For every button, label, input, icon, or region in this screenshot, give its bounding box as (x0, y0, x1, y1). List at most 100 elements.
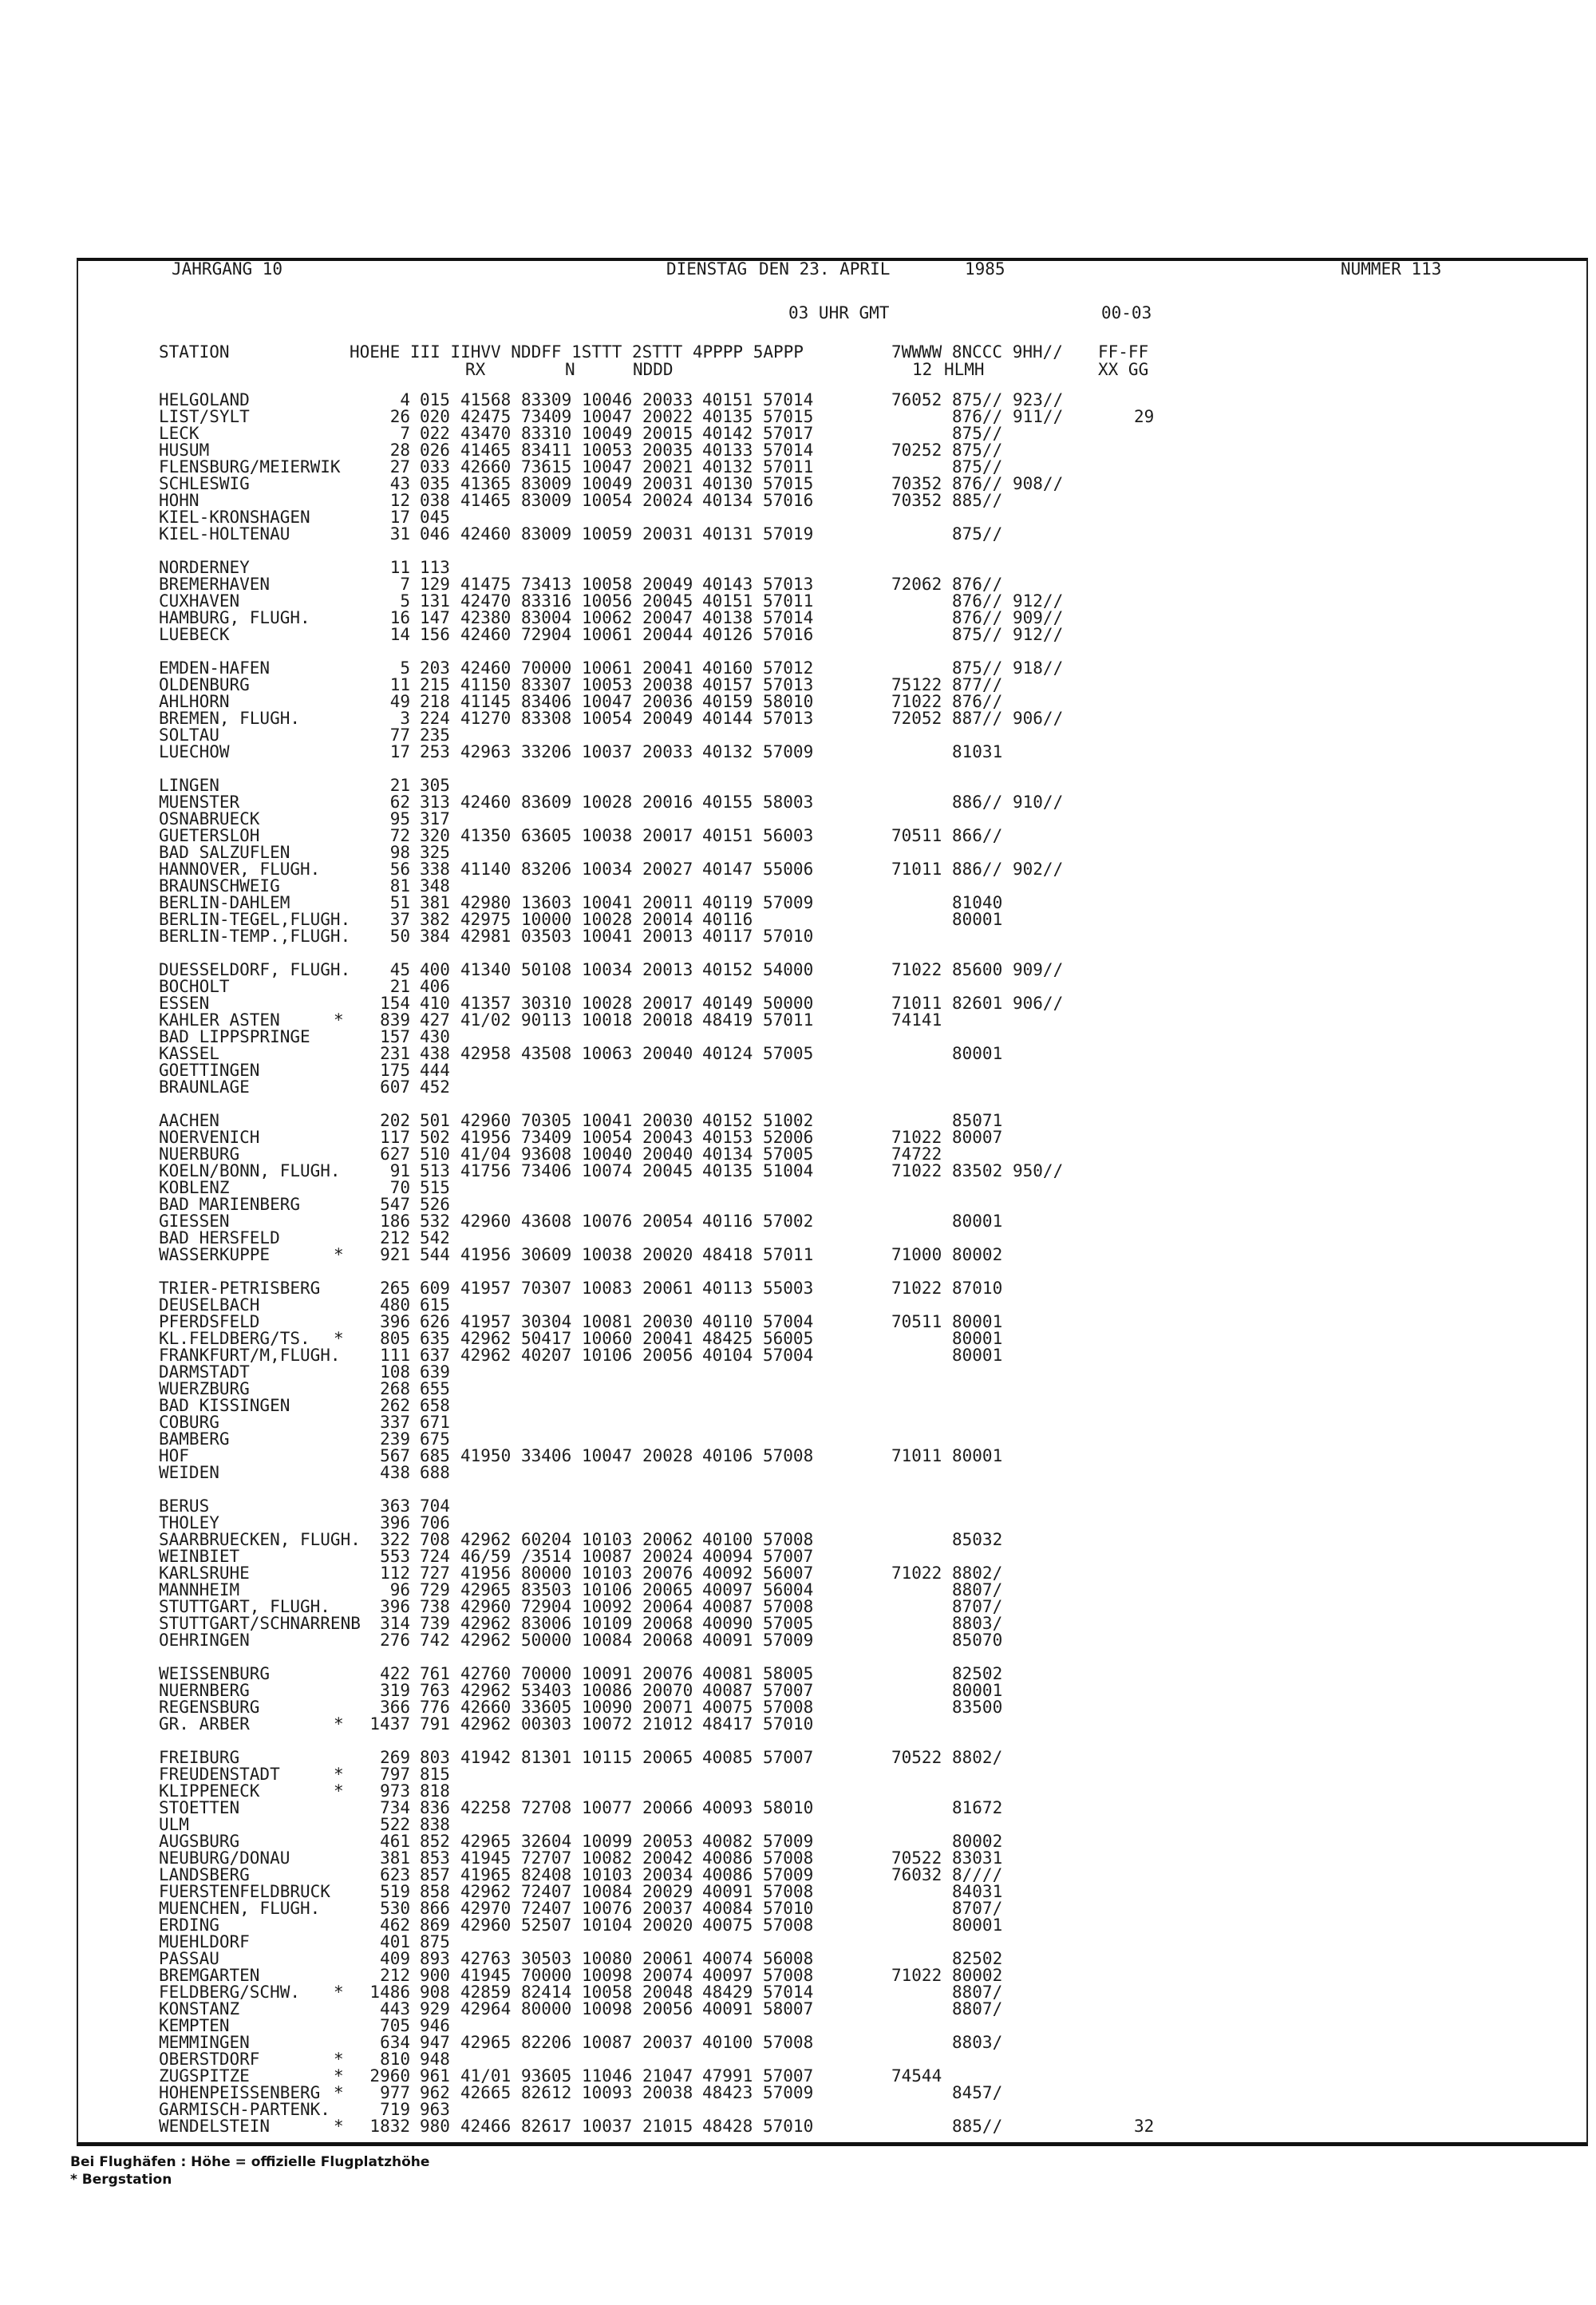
station-index: 866 (420, 1899, 450, 1918)
station-name: HOHN (159, 491, 200, 510)
synop-group: 20038 (642, 675, 693, 694)
table-row: FREIBURG 269 803 41942 81301 10115 20065 40085 5… (0, 1750, 1596, 1766)
synop-group: 10028 (582, 994, 633, 1013)
station-height: 1486 (369, 1983, 410, 2002)
station-name: KIEL-KRONSHAGEN (159, 508, 310, 527)
table-row: DUESSELDORF, FLUGH. 45 400 41340 50108 10034 2… (0, 962, 1596, 979)
group-8nccc: 80002 (952, 1966, 1003, 1985)
synop-group: 41956 (460, 1128, 512, 1147)
table-row: PASSAU 409 893 42763 30503 10080 20061 40074 560… (0, 1951, 1596, 1967)
synop-group: 10049 (582, 474, 633, 493)
station-name: BREMERHAVEN (159, 575, 271, 594)
group-7wwww: 71011 (891, 860, 942, 879)
station-name: BOCHOLT (159, 977, 230, 996)
synop-group: 20056 (642, 1346, 693, 1365)
synop-group: 57013 (763, 675, 814, 694)
synop-group: 56007 (763, 1564, 814, 1583)
synop-group: 83308 (521, 709, 572, 728)
synop-group: 41145 (460, 692, 512, 711)
station-height: 567 (380, 1446, 410, 1465)
synop-group: 40135 (702, 407, 753, 426)
synop-group: 40207 (521, 1346, 572, 1365)
synop-group: 73406 (521, 1161, 572, 1180)
table-row: BREMERHAVEN 7 129 41475 73413 10058 20049 40143… (0, 576, 1596, 593)
table-row: MANNHEIM 96 729 42965 83503 10106 20065 40097 56… (0, 1582, 1596, 1599)
synop-group: 54000 (763, 960, 814, 979)
synop-group: 21047 (642, 2066, 693, 2086)
synop-group: 40151 (702, 826, 753, 845)
station-name: WASSERKUPPE (159, 1245, 271, 1264)
station-name: WEISSENBURG (159, 1664, 271, 1683)
station-height: 17 (389, 742, 410, 761)
synop-group: 42460 (460, 625, 512, 644)
synop-group: 10034 (582, 860, 633, 879)
synop-group: 20043 (642, 1128, 693, 1147)
group-8nccc: 80001 (952, 1044, 1003, 1063)
table-row: PFERDSFELD 396 626 41957 30304 10081 20030 4011… (0, 1314, 1596, 1330)
station-name: HAMBURG, FLUGH. (159, 608, 310, 627)
station-index: 444 (420, 1061, 450, 1080)
table-row: SOLTAU 77 235 (0, 727, 1596, 744)
synop-group: 41956 (460, 1564, 512, 1583)
synop-group: 57008 (763, 1916, 814, 1935)
synop-group: 55003 (763, 1279, 814, 1298)
group-8nccc: 82502 (952, 1664, 1003, 1683)
station-name: TRIER-PETRISBERG (159, 1279, 321, 1298)
station-index: 224 (420, 709, 450, 728)
synop-group: 20036 (642, 692, 693, 711)
synop-group: 83503 (521, 1580, 572, 1599)
synop-group: 57011 (763, 1245, 814, 1264)
table-row: MUENCHEN, FLUGH. 530 866 42970 72407 10076 200… (0, 1900, 1596, 1917)
station-height: 4 (400, 390, 410, 409)
station-index: 706 (420, 1513, 450, 1532)
synop-group: 40082 (702, 1832, 753, 1851)
synop-group: 40142 (702, 424, 753, 443)
table-row: KARLSRUHE 112 727 41956 80000 10103 20076 40092… (0, 1565, 1596, 1582)
station-name: GOETTINGEN (159, 1061, 260, 1080)
table-row: WEINBIET 553 724 46/59/3514 10087 20024 40094 5… (0, 1548, 1596, 1565)
station-name: FLENSBURG/MEIERWIK (159, 457, 341, 476)
synop-group: 20030 (642, 1111, 693, 1130)
group-8nccc: 876// (952, 575, 1003, 594)
table-row: WASSERKUPPE * 921 544 41956 30609 10038 20020 48… (0, 1247, 1596, 1263)
station-index: 235 (420, 726, 450, 745)
synop-group: 83406 (521, 692, 572, 711)
table-row: KL.FELDBERG/TS. * 805 635 42962 50417 10060 200… (0, 1330, 1596, 1347)
synop-group: 57010 (763, 2117, 814, 2136)
station-index: 410 (420, 994, 450, 1013)
station-height: 319 (380, 1681, 410, 1700)
station-name: DUESSELDORF, FLUGH. (159, 960, 351, 979)
station-index: 384 (420, 927, 450, 946)
station-height: 805 (380, 1329, 410, 1348)
synop-group: 40104 (702, 1346, 753, 1365)
synop-group: 52507 (521, 1916, 572, 1935)
station-height: 3 (400, 709, 410, 728)
station-height: 519 (380, 1882, 410, 1901)
table-row: BRAUNSCHWEIG 81 348 (0, 878, 1596, 895)
synop-group: 10093 (582, 2083, 633, 2102)
station-height: 322 (380, 1530, 410, 1549)
table-row: OBERSTDORF * 810 948 (0, 2051, 1596, 2068)
synop-group: 50108 (521, 960, 572, 979)
synop-group: 58005 (763, 1664, 814, 1683)
table-row: BRAUNLAGE 607 452 (0, 1079, 1596, 1096)
station-height: 154 (380, 994, 410, 1013)
synop-group: 20020 (642, 1916, 693, 1935)
station-height: 117 (380, 1128, 410, 1147)
station-index: 671 (420, 1413, 450, 1432)
table-row: BOCHOLT 21 406 (0, 979, 1596, 995)
table-row: NEUBURG/DONAU 381 853 41945 72707 10082 20042 4… (0, 1850, 1596, 1867)
station-name: GIESSEN (159, 1212, 230, 1231)
synop-group: 42960 (460, 1916, 512, 1935)
station-name: MUENCHEN, FLUGH. (159, 1899, 321, 1918)
report-frame (77, 258, 1588, 2146)
group-8nccc: 83502 (952, 1161, 1003, 1180)
synop-group: 40119 (702, 893, 753, 912)
station-name: NUERBURG (159, 1145, 240, 1164)
synop-group: 57008 (763, 1848, 814, 1868)
synop-group: 41357 (460, 994, 512, 1013)
synop-group: 40144 (702, 709, 753, 728)
station-height: 5 (400, 591, 410, 611)
synop-group: 33206 (521, 742, 572, 761)
table-row: HOF 567 685 41950 33406 10047 20028 40106 57008 7… (0, 1448, 1596, 1465)
